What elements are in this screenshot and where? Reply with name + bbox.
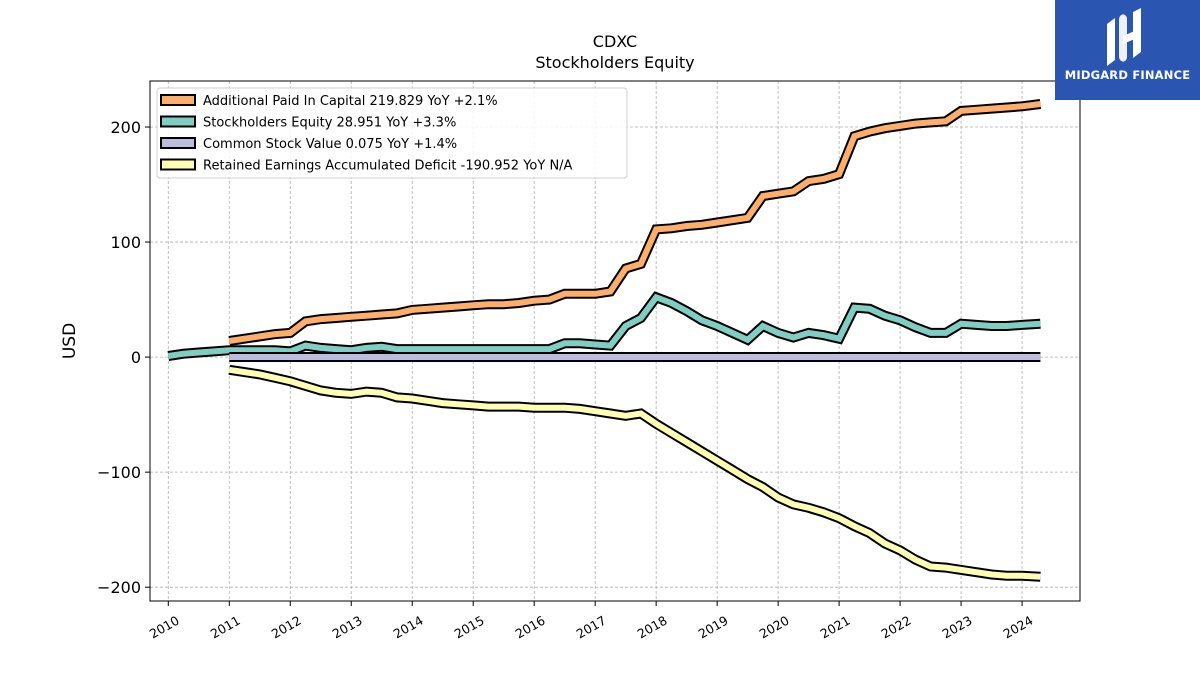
legend-swatch	[160, 94, 196, 106]
legend-label: Retained Earnings Accumulated Deficit -1…	[203, 159, 573, 174]
y-tick-label: 200	[110, 118, 141, 137]
x-tick-label: 2015	[452, 613, 487, 642]
series-line	[167, 293, 1041, 359]
x-tick-label: 2020	[757, 613, 792, 642]
legend-box	[156, 87, 628, 179]
series-3	[228, 364, 1041, 582]
y-tick-label: −100	[97, 463, 141, 482]
legend-label: Common Stock Value 0.075 YoY +1.4%	[203, 137, 457, 152]
y-tick-label: 0	[131, 348, 141, 367]
x-tick-label: 2014	[391, 613, 426, 642]
plot-area-frame	[149, 80, 1081, 602]
x-tick-label: 2024	[1001, 613, 1036, 642]
logo-text: MIDGARD FINANCE	[1064, 68, 1191, 82]
y-axis-label: USD	[60, 323, 80, 359]
x-tick-label: 2017	[574, 613, 609, 642]
x-axis-ticks: 2010 2011 2012 2013 2014 2015 2016 2017 2018 2019…	[147, 601, 1036, 642]
chart-subtitle: Stockholders Equity	[535, 53, 695, 72]
series-layer	[167, 99, 1042, 582]
legend-swatch	[160, 158, 196, 171]
series-line	[228, 101, 1041, 344]
logo-mark-icon	[1107, 8, 1141, 66]
legend-swatch	[160, 137, 196, 149]
x-tick-label: 2013	[330, 613, 365, 642]
series-line	[228, 366, 1041, 580]
x-tick-label: 2022	[879, 613, 914, 642]
y-axis-ticks: −200 −100 0 100 200	[97, 118, 150, 597]
legend-label: Stockholders Equity 28.951 YoY +3.3%	[203, 116, 456, 131]
x-tick-label: 2011	[208, 613, 243, 642]
x-tick-label: 2023	[940, 613, 975, 642]
y-tick-label: 100	[110, 233, 141, 252]
x-tick-label: 2012	[269, 613, 304, 642]
series-1	[167, 291, 1041, 361]
legend: Additional Paid In Capital 219.829 YoY +…	[156, 87, 628, 179]
x-tick-label: 2018	[635, 613, 670, 642]
legend-swatch	[160, 115, 196, 128]
brand-logo: MIDGARD FINANCE	[1055, 0, 1200, 100]
chart-title: CDXC	[592, 32, 638, 51]
x-tick-label: 2021	[818, 613, 853, 642]
x-tick-label: 2010	[147, 613, 182, 642]
y-tick-label: −200	[97, 578, 141, 597]
x-tick-label: 2016	[513, 613, 548, 642]
x-tick-label: 2019	[696, 613, 731, 642]
series-0	[228, 99, 1042, 346]
legend-label: Additional Paid In Capital 219.829 YoY +…	[203, 94, 498, 109]
